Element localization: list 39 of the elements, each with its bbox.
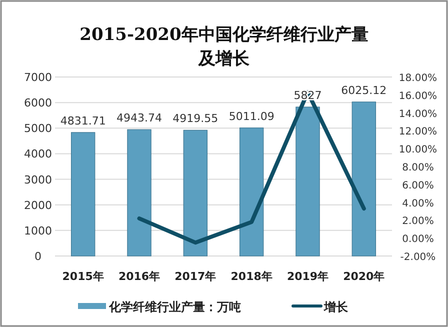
y-tick-label: 6000: [24, 96, 52, 110]
y2-tick-label: 0.00%: [402, 234, 434, 246]
y2-tick-label: 8.00%: [402, 162, 434, 174]
y2-tick-label: 10.00%: [398, 144, 438, 156]
bar: [239, 128, 264, 256]
y-tick-label: 1000: [24, 224, 52, 238]
data-label: 6025.12: [341, 84, 387, 97]
x-tick-label: 2020年: [343, 270, 385, 283]
x-tick-label: 2015年: [62, 270, 104, 283]
y-tick-label: 0: [34, 250, 42, 263]
data-label: 4943.74: [116, 112, 162, 125]
y2-tick-label: 12.00%: [398, 126, 438, 138]
y2-tick-label: 16.00%: [398, 90, 438, 102]
bar: [352, 102, 376, 256]
bar: [183, 130, 208, 256]
y2-tick-label: 2.00%: [402, 216, 434, 228]
x-tick-label: 2017年: [174, 270, 216, 283]
data-label: 4831.71: [60, 114, 106, 128]
bar: [296, 106, 320, 256]
y-tick-label: 5000: [24, 122, 52, 136]
chart-title: 2015-2020年中国化学纤维行业产量及增长: [80, 25, 368, 69]
y-tick-label: 4000: [24, 148, 52, 161]
x-tick-label: 2016年: [118, 270, 160, 283]
bar: [70, 132, 96, 256]
y-tick-label: 2000: [24, 198, 52, 212]
y2-tick-label: 18.00%: [398, 73, 438, 84]
y-tick-label: 7000: [24, 71, 52, 84]
y-tick-label: 3000: [24, 173, 52, 186]
y2-tick-label: 14.00%: [398, 108, 438, 120]
x-tick-label: 2018年: [230, 270, 272, 283]
y2-tick-label: 4.00%: [402, 198, 434, 210]
legend-label: 化学纤维行业产量：万吨: [108, 300, 241, 314]
x-tick-label: 2019年: [286, 270, 329, 283]
data-label: 4919.55: [172, 112, 218, 126]
y2-tick-label: -2.00%: [400, 252, 436, 263]
legend-label: 增长: [323, 300, 349, 314]
data-label: 5011.09: [228, 110, 274, 123]
y2-tick-label: 6.00%: [402, 180, 434, 192]
bar: [127, 129, 152, 256]
